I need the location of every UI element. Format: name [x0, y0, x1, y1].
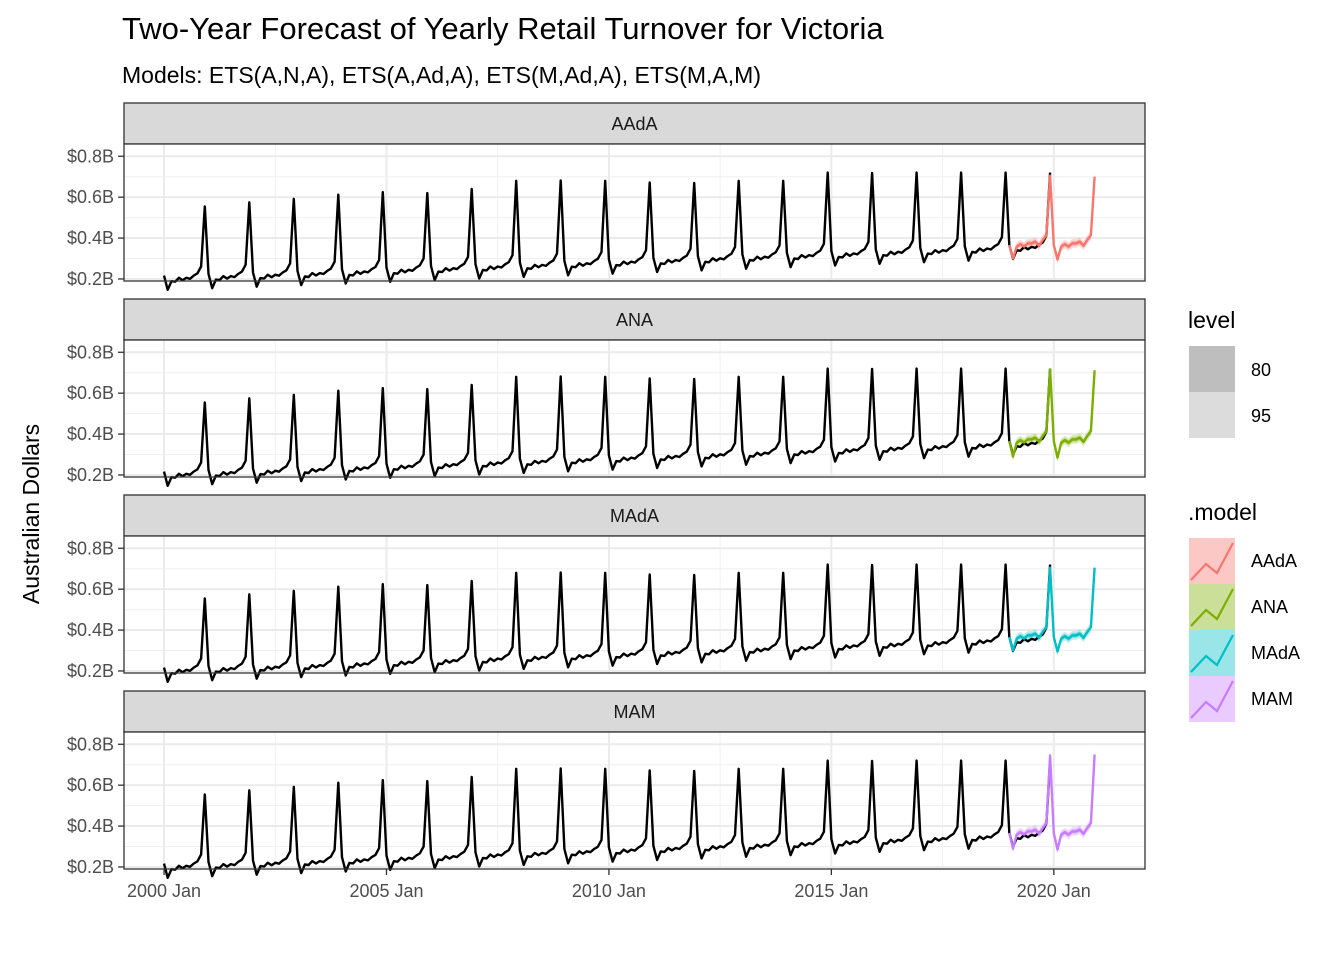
legend-model-line-ana [1190, 588, 1234, 627]
forecast-line-ana [1008, 368, 1096, 459]
y-tick-label: $0.4B [67, 228, 114, 248]
legend-model-line-mada [1190, 634, 1234, 673]
facet-panels: AAdA $0.2B $0.4B $0.6B $0.8B ANA $0.2B $0.4B $0.… [67, 102, 1146, 879]
legend-level-title: level [1188, 307, 1235, 333]
legend-level-95-label: 95 [1251, 406, 1271, 426]
panel-ana: ANA $0.2B $0.4B $0.6B $0.8B [67, 298, 1146, 487]
legend-model-line-mam [1190, 680, 1234, 719]
legend-model-label-mam: MAM [1251, 689, 1293, 709]
facet-strip-label: ANA [616, 310, 653, 330]
y-tick-label: $0.8B [67, 734, 114, 754]
plot-background [124, 144, 1145, 281]
y-tick-label: $0.4B [67, 816, 114, 836]
chart-title: Two-Year Forecast of Yearly Retail Turno… [122, 11, 884, 46]
forecast-band-95-mada [1009, 563, 1095, 656]
legend-model-label-mada: MAdA [1251, 643, 1300, 663]
legend-level-80-label: 80 [1251, 360, 1271, 380]
legend-model-title: .model [1188, 499, 1257, 525]
panel-border [123, 143, 1146, 282]
y-tick-label: $0.2B [67, 857, 114, 877]
y-axis-label: Australian Dollars [18, 424, 44, 604]
legend-model-swatch-mada [1189, 630, 1235, 676]
history-line [162, 759, 1052, 879]
y-tick-label: $0.2B [67, 465, 114, 485]
legend-level-80-swatch [1189, 346, 1235, 392]
panel-aada: AAdA $0.2B $0.4B $0.6B $0.8B [67, 102, 1146, 291]
facet-strip [123, 102, 1146, 145]
legend-model-swatch-aada [1189, 538, 1235, 584]
y-tick-label: $0.8B [67, 146, 114, 166]
forecast-line-mam [1008, 754, 1096, 851]
x-axis: 2000 Jan 2005 Jan 2010 Jan 2015 Jan 2020 Jan [127, 869, 1091, 901]
panel-mam: MAM $0.2B $0.4B $0.6B $0.8B [67, 690, 1146, 879]
legend-model-keys [1189, 538, 1235, 722]
forecast-line-mada [1008, 566, 1096, 653]
panel-border [123, 731, 1146, 870]
x-tick-label: 2010 Jan [572, 881, 646, 901]
legend-level-95-swatch [1189, 392, 1235, 438]
facet-strip [123, 494, 1146, 537]
facet-strip [123, 690, 1146, 733]
x-tick-label: 2015 Jan [794, 881, 868, 901]
facet-strip [123, 298, 1146, 341]
forecast-band-95-mam [1009, 750, 1095, 855]
legend-model-swatch-mam [1189, 676, 1235, 722]
history-line [162, 171, 1052, 291]
y-tick-label: $0.8B [67, 538, 114, 558]
facet-strip-label: AAdA [611, 114, 657, 134]
y-tick-label: $0.4B [67, 424, 114, 444]
facet-strip-label: MAM [614, 702, 656, 722]
plot-background [124, 732, 1145, 869]
history-line [162, 367, 1052, 487]
forecast-line-aada [1008, 174, 1096, 261]
legend-model-label-ana: ANA [1251, 597, 1288, 617]
panel-mada: MAdA $0.2B $0.4B $0.6B $0.8B [67, 494, 1146, 683]
panel-border [123, 535, 1146, 674]
x-tick-label: 2020 Jan [1017, 881, 1091, 901]
y-tick-label: $0.6B [67, 187, 114, 207]
panel-border [123, 339, 1146, 478]
history-line [162, 563, 1052, 683]
y-tick-label: $0.2B [67, 269, 114, 289]
forecast-band-95-aada [1009, 171, 1095, 264]
plot-background [124, 536, 1145, 673]
x-tick-label: 2000 Jan [127, 881, 201, 901]
plot-background [124, 340, 1145, 477]
forecast-band-95-ana [1009, 365, 1095, 463]
legend-model-line-aada [1190, 542, 1234, 581]
legend: level 80 95 .model AAdA ANA MAdA MAM [1188, 307, 1300, 722]
chart-subtitle: Models: ETS(A,N,A), ETS(A,Ad,A), ETS(M,A… [122, 62, 761, 88]
y-tick-label: $0.4B [67, 620, 114, 640]
legend-model-swatch-ana [1189, 584, 1235, 630]
facet-strip-label: MAdA [610, 506, 659, 526]
y-tick-label: $0.6B [67, 579, 114, 599]
y-tick-label: $0.8B [67, 342, 114, 362]
x-tick-label: 2005 Jan [349, 881, 423, 901]
y-tick-label: $0.6B [67, 383, 114, 403]
legend-model-label-aada: AAdA [1251, 551, 1297, 571]
y-tick-label: $0.2B [67, 661, 114, 681]
y-tick-label: $0.6B [67, 775, 114, 795]
